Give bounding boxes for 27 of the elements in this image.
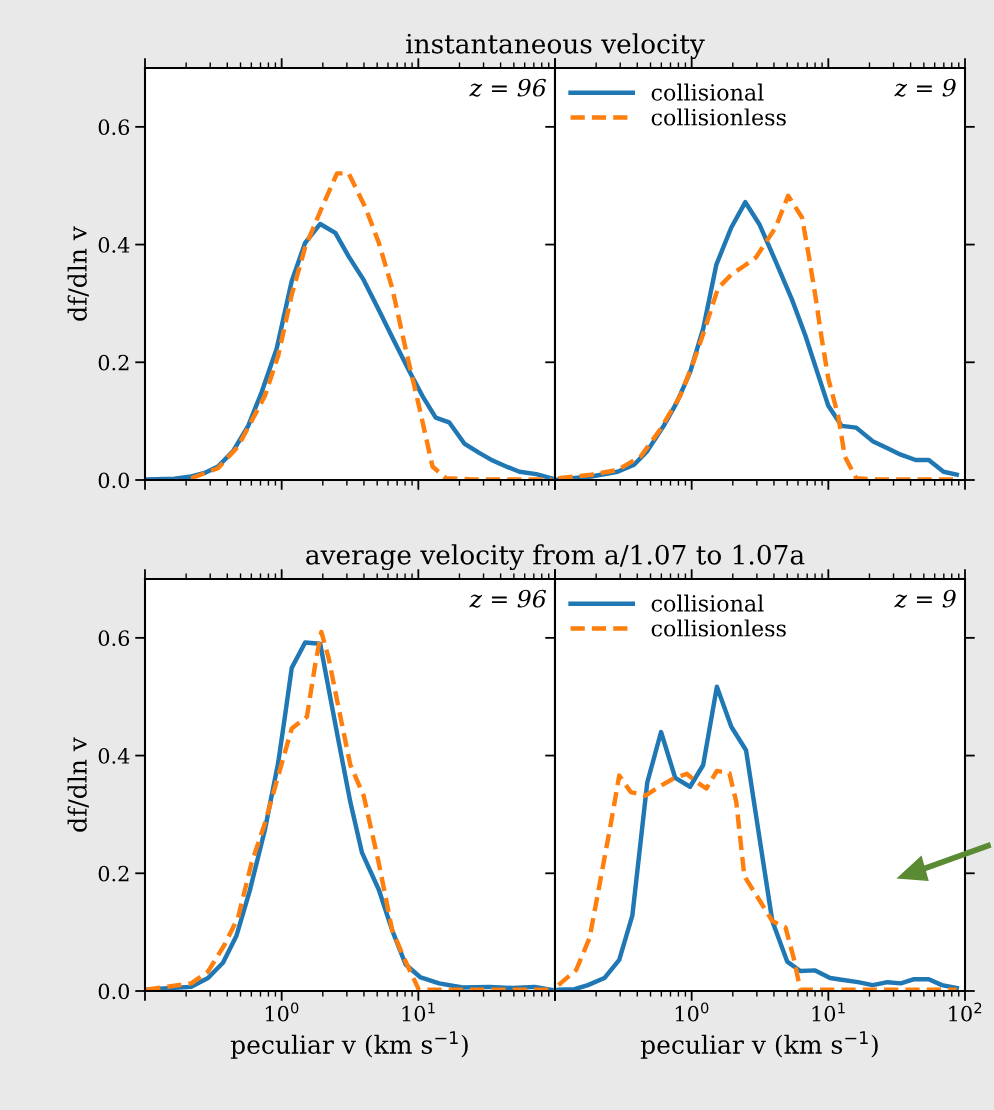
y-tick-label: 0.4	[98, 237, 130, 253]
y-tick-label: 0.2	[98, 354, 129, 371]
y-tick-label: 0.4	[98, 748, 130, 764]
y-axis-title: df/dln v	[67, 737, 89, 832]
x-tick-label: 10$^{0}$	[265, 1002, 299, 1022]
legend-label: collisionless	[651, 108, 786, 126]
legend-label: collisional	[651, 594, 764, 612]
annotation: z = 96	[469, 78, 547, 97]
x-tick-label: 10$^{1}$	[812, 1002, 845, 1022]
y-tick-label: 0.0	[98, 983, 130, 1000]
annotation: z = 96	[469, 589, 547, 608]
chart-title: average velocity from a/1.07 to 1.07a	[306, 544, 805, 571]
legend-label: collisional	[651, 83, 764, 101]
chart-title: instantaneous velocity	[406, 33, 705, 60]
y-tick-label: 0.6	[98, 630, 130, 647]
y-tick-label: 0.6	[98, 119, 130, 136]
annotation: z = 9	[894, 78, 956, 97]
y-tick-label: 0.2	[98, 865, 129, 882]
x-axis-title: peculiar v (km s$^{−1}$)	[640, 1031, 878, 1059]
x-tick-label: 10$^{1}$	[402, 1002, 435, 1022]
x-axis-title: peculiar v (km s$^{−1}$)	[230, 1031, 468, 1059]
y-axis-title: df/dln v	[67, 226, 89, 321]
x-tick-label: 10$^{0}$	[675, 1002, 709, 1022]
legend-label: collisionless	[651, 619, 786, 637]
y-tick-label: 0.0	[98, 472, 130, 489]
x-tick-label: 10$^{2}$	[949, 1002, 982, 1022]
annotation: z = 9	[894, 589, 956, 608]
